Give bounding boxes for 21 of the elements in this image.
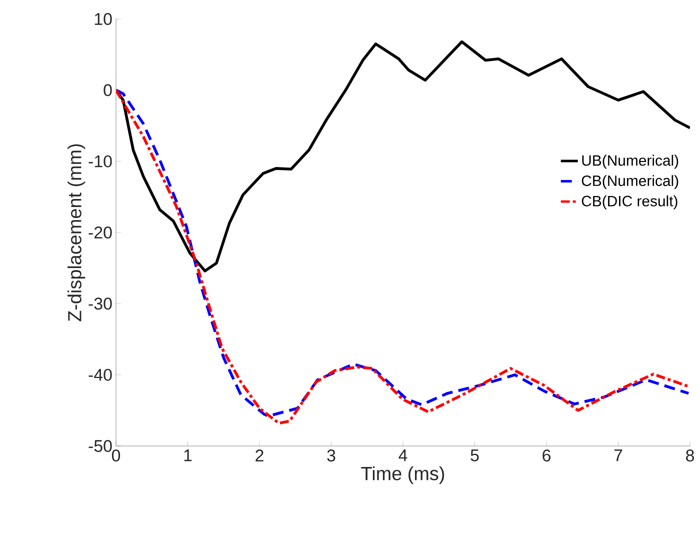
x-tick-label: 4 [398, 450, 408, 462]
y-tick-label: -10 [88, 155, 112, 168]
x-tick-label: 5 [470, 450, 479, 462]
y-axis-title: Z-displacement (mm) [68, 144, 86, 322]
x-tick-label: 8 [686, 450, 694, 462]
x-tick-label: 6 [542, 450, 550, 462]
y-tick-label: -20 [88, 226, 112, 239]
y-tick-label: 10 [94, 13, 112, 26]
x-axis-title: Time (ms) [361, 466, 444, 484]
x-tick-label: 1 [184, 450, 192, 462]
y-tick-label: -50 [88, 440, 112, 452]
legend-label: CB(DIC result) [582, 195, 678, 210]
legend-label: UB(Numerical) [582, 154, 678, 169]
y-tick-label: -40 [88, 368, 112, 381]
legend-label: CB(Numerical) [582, 175, 678, 190]
x-tick-label: 7 [614, 450, 622, 462]
x-tick-label: 0 [112, 450, 120, 462]
x-tick-label: 2 [256, 450, 264, 462]
y-tick-label: -30 [88, 298, 112, 310]
y-tick-label: 0 [104, 84, 112, 96]
x-tick-label: 3 [327, 450, 336, 462]
